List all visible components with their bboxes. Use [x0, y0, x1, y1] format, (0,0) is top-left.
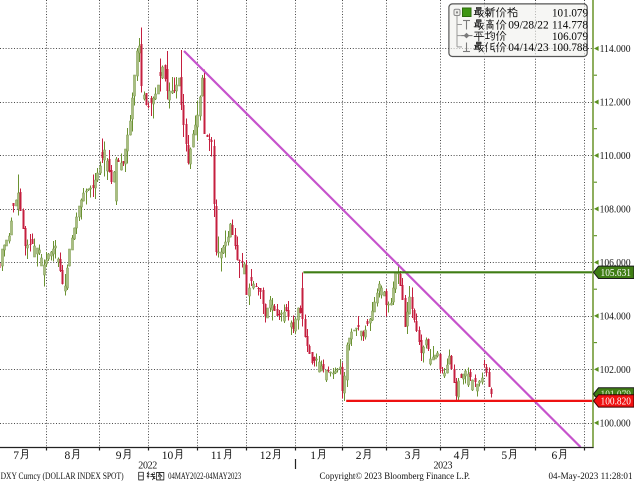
svg-text:102.000: 102.000	[600, 365, 631, 376]
svg-text:11: 11	[211, 450, 222, 462]
svg-text:2: 2	[356, 450, 362, 462]
svg-text:8: 8	[65, 450, 71, 462]
svg-text:7: 7	[13, 450, 19, 462]
svg-text:9: 9	[116, 450, 122, 462]
svg-text:12: 12	[260, 450, 272, 462]
svg-text:Copyright© 2023 Bloomberg Fina: Copyright© 2023 Bloomberg Finance L.P.	[320, 471, 471, 482]
svg-text:110.000: 110.000	[600, 151, 631, 162]
svg-text:DXY Curncy (DOLLAR INDEX SPOT): DXY Curncy (DOLLAR INDEX SPOT)	[1, 471, 124, 482]
svg-text:1: 1	[310, 450, 316, 462]
svg-text:106.079: 106.079	[552, 29, 588, 43]
svg-text:114.778: 114.778	[552, 18, 588, 32]
svg-text:108.000: 108.000	[600, 204, 631, 215]
svg-text:04MAY2022-04MAY2023: 04MAY2022-04MAY2023	[168, 472, 241, 482]
svg-text:2022: 2022	[138, 461, 157, 472]
svg-text:09/28/22: 09/28/22	[508, 18, 549, 32]
svg-text:04-May-2023 11:28:01: 04-May-2023 11:28:01	[549, 472, 633, 482]
svg-text:100.820: 100.820	[601, 396, 632, 408]
svg-text:10: 10	[162, 450, 174, 462]
svg-text:04/14/23: 04/14/23	[508, 40, 549, 54]
svg-text:105.631: 105.631	[601, 267, 632, 279]
svg-text:100.000: 100.000	[600, 418, 631, 429]
svg-text:4: 4	[454, 450, 460, 462]
svg-text:2023: 2023	[434, 461, 453, 472]
svg-text:3: 3	[405, 450, 411, 462]
svg-text:104.000: 104.000	[600, 311, 631, 322]
svg-text:6: 6	[552, 450, 558, 462]
svg-text:112.000: 112.000	[600, 98, 631, 109]
svg-text:5: 5	[501, 450, 507, 462]
svg-text:100.788: 100.788	[552, 40, 588, 54]
svg-text:114.000: 114.000	[600, 44, 631, 55]
svg-text:101.079: 101.079	[552, 5, 588, 19]
svg-text:106.000: 106.000	[600, 258, 631, 269]
